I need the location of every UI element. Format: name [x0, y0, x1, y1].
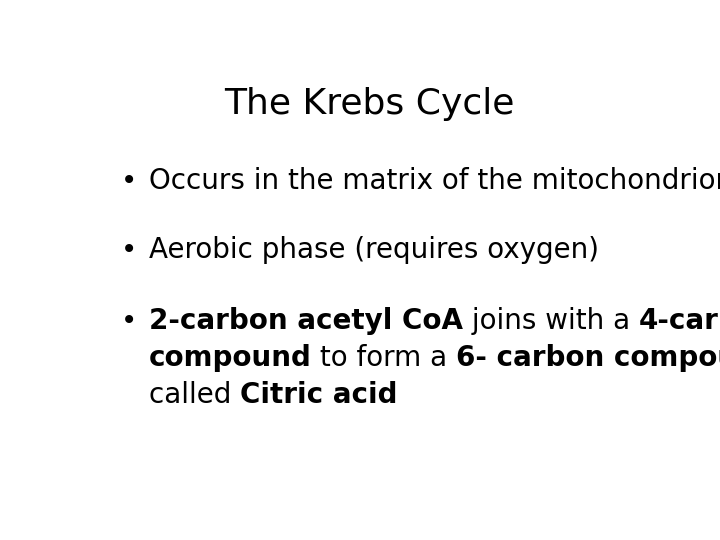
Text: Aerobic phase (requires oxygen): Aerobic phase (requires oxygen) [148, 236, 598, 264]
Text: 2-carbon acetyl CoA: 2-carbon acetyl CoA [148, 307, 462, 334]
Text: •: • [121, 236, 137, 264]
Text: Citric acid: Citric acid [240, 381, 397, 409]
Text: compound: compound [148, 344, 312, 372]
Text: called: called [148, 381, 240, 409]
Text: •: • [121, 307, 137, 334]
Text: 4-carbon: 4-carbon [639, 307, 720, 334]
Text: The Krebs Cycle: The Krebs Cycle [224, 87, 514, 122]
Text: Occurs in the matrix of the mitochondrion: Occurs in the matrix of the mitochondrio… [148, 167, 720, 195]
Text: to form a: to form a [312, 344, 456, 372]
Text: joins with a: joins with a [462, 307, 639, 334]
Text: 6- carbon compound: 6- carbon compound [456, 344, 720, 372]
Text: •: • [121, 167, 137, 195]
